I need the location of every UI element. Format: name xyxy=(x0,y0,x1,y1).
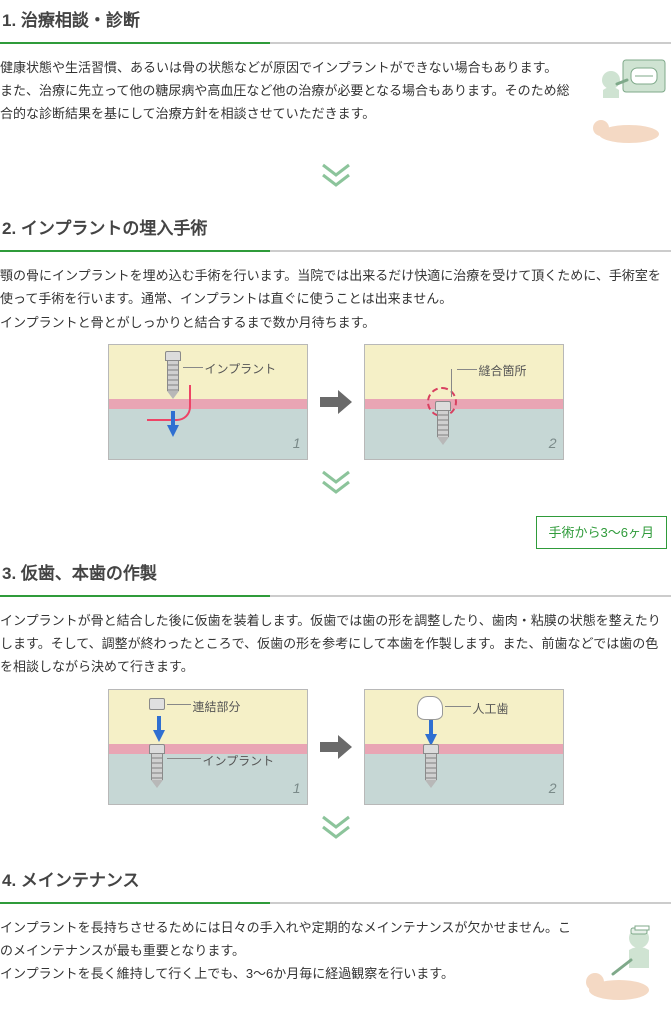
section-3: 3. 仮歯、本歯の作製 インプラントが骨と結合した後に仮歯を装着します。仮歯では… xyxy=(0,553,671,805)
diagram2-arrow-icon xyxy=(318,388,354,416)
d2p2-label: 縫合箇所 xyxy=(479,361,527,383)
section-1: 1. 治療相談・診断 健康状態や生活習慣、あるいは骨の状態などが原因でインプラン… xyxy=(0,0,671,153)
section-1-title: 1. 治療相談・診断 xyxy=(0,0,671,44)
consult-illustration xyxy=(581,56,671,153)
diagram2-panel-2: 縫合箇所 2 xyxy=(364,344,564,460)
chevron-1 xyxy=(0,163,671,196)
section-4-text: インプラントを長持ちさせるためには日々の手入れや定期的なメインテナンスが欠かせま… xyxy=(0,916,571,1013)
diagram-row-1: インプラント 1 縫合箇所 2 xyxy=(0,344,671,460)
section-2-title: 2. インプラントの埋入手術 xyxy=(0,208,671,252)
badge-wrap: 手術から3〜6ヶ月 xyxy=(0,516,667,549)
section-4-title: 4. メインテナンス xyxy=(0,860,671,904)
section-3-title: 3. 仮歯、本歯の作製 xyxy=(0,553,671,597)
section-2-text: 顎の骨にインプラントを埋め込む手術を行います。当院では出来るだけ快適に治療を受け… xyxy=(0,264,671,334)
section-4-body: インプラントを長持ちさせるためには日々の手入れや定期的なメインテナンスが欠かせま… xyxy=(0,916,671,1013)
diagram2-panel-1: インプラント 1 xyxy=(108,344,308,460)
period-badge: 手術から3〜6ヶ月 xyxy=(536,516,667,549)
d3p2-label: 人工歯 xyxy=(473,699,509,721)
d3p2-num: 2 xyxy=(549,776,557,801)
chevron-2 xyxy=(0,470,671,503)
section-4: 4. メインテナンス インプラントを長持ちさせるためには日々の手入れや定期的なメ… xyxy=(0,860,671,1013)
d2p2-num: 2 xyxy=(549,431,557,456)
diagram3-panel-2: 人工歯 2 xyxy=(364,689,564,805)
section-3-text: インプラントが骨と結合した後に仮歯を装着します。仮歯では歯の形を調整したり、歯肉… xyxy=(0,609,671,679)
d3p1-label2: インプラント xyxy=(203,751,275,773)
diagram3-panel-1: 連結部分 インプラント 1 xyxy=(108,689,308,805)
diagram3-arrow-icon xyxy=(318,733,354,761)
section-2: 2. インプラントの埋入手術 顎の骨にインプラントを埋め込む手術を行います。当院… xyxy=(0,208,671,460)
d3p1-label1: 連結部分 xyxy=(193,697,241,719)
section-1-text: 健康状態や生活習慣、あるいは骨の状態などが原因でインプラントができない場合もあり… xyxy=(0,56,571,153)
maintenance-illustration xyxy=(581,916,671,1013)
diagram-row-2: 連結部分 インプラント 1 人工歯 2 xyxy=(0,689,671,805)
section-1-body: 健康状態や生活習慣、あるいは骨の状態などが原因でインプラントができない場合もあり… xyxy=(0,56,671,153)
d3p1-num: 1 xyxy=(293,776,301,801)
chevron-3 xyxy=(0,815,671,848)
d2p1-label: インプラント xyxy=(205,359,277,381)
d2p1-num: 1 xyxy=(293,431,301,456)
